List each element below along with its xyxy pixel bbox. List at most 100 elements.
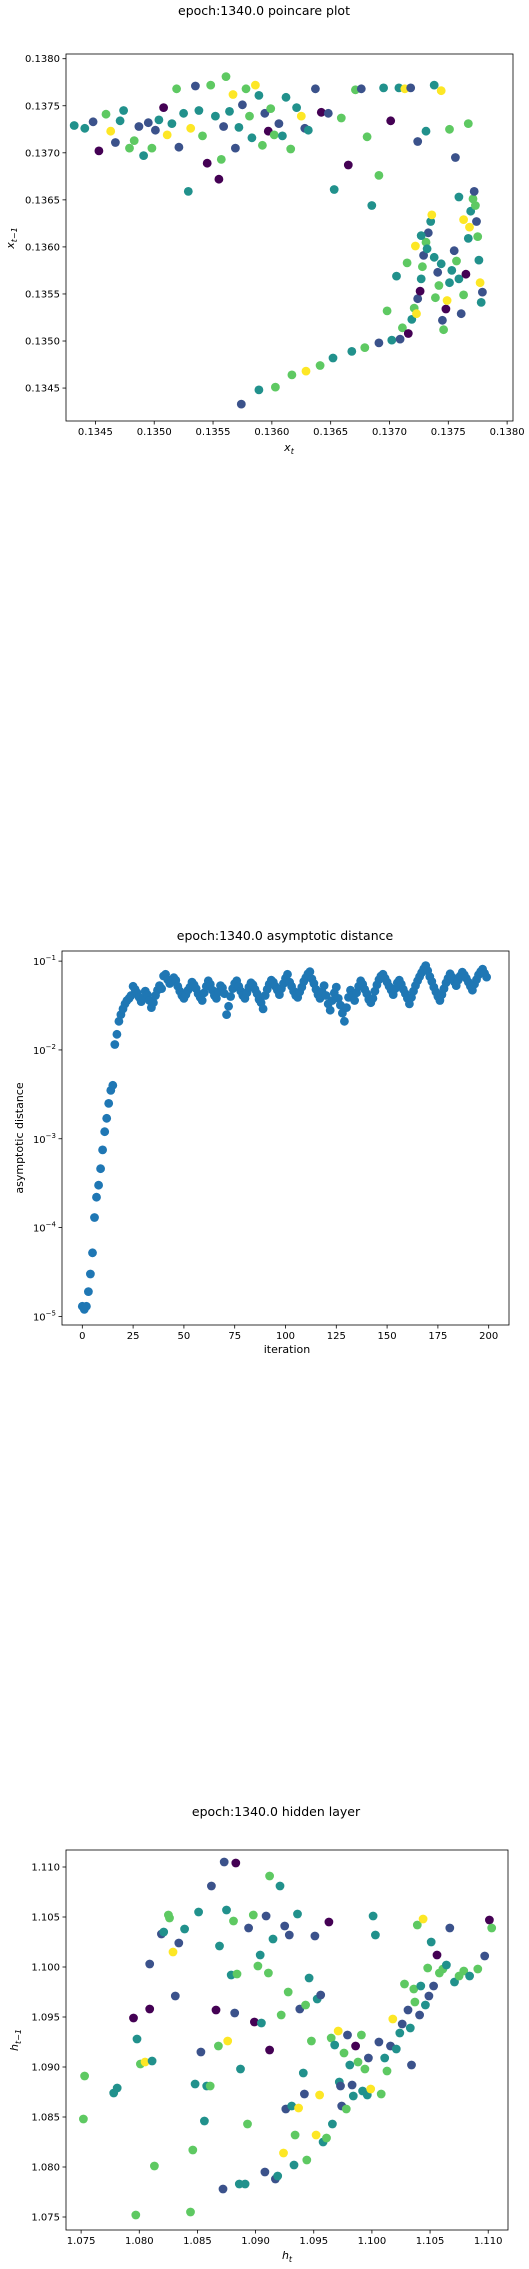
- data-point: [419, 251, 428, 260]
- data-point: [345, 2060, 355, 2070]
- data-point: [167, 119, 177, 128]
- data-point: [305, 967, 315, 977]
- x-tick-label: 25: [127, 1331, 140, 1342]
- poincare-plot-panel: epoch:1340.0 poincare plot 0.1345 0.1350 0…: [4, 3, 525, 456]
- data-point: [301, 2000, 310, 2010]
- data-point: [283, 1987, 293, 1997]
- y-axis-ticks: 10−5 10−4 10−3 10−2 10−1: [33, 954, 62, 1323]
- data-point: [360, 2064, 370, 2074]
- data-point: [324, 1917, 334, 1927]
- data-point: [451, 153, 460, 162]
- data-point: [330, 2040, 340, 2050]
- data-point: [104, 1099, 114, 1108]
- data-point: [347, 2080, 357, 2090]
- y-tick-label: 1.095: [31, 2013, 60, 2024]
- data-point: [398, 323, 407, 333]
- data-point: [303, 125, 313, 135]
- data-point: [257, 2018, 266, 2028]
- data-point: [388, 2014, 398, 2024]
- data-point: [110, 1040, 120, 1049]
- data-point: [82, 1301, 91, 1311]
- data-point: [147, 143, 157, 153]
- data-point: [211, 2005, 221, 2015]
- data-point: [281, 92, 291, 102]
- x-tick-label: 0.1375: [431, 427, 466, 438]
- data-point: [328, 2119, 337, 2129]
- data-point: [350, 996, 359, 1005]
- data-point: [376, 2089, 386, 2099]
- data-point: [247, 133, 257, 143]
- data-point: [129, 136, 139, 146]
- data-point: [228, 90, 238, 99]
- data-point: [292, 103, 301, 112]
- data-point: [215, 1941, 224, 1951]
- data-point: [474, 255, 484, 265]
- x-axis-ticks: 0.1345 0.1350 0.1355 0.1360 0.1365 0.1370 0.13…: [78, 421, 525, 438]
- hidden-layer-points: [79, 1857, 497, 2220]
- data-point: [294, 2103, 303, 2113]
- data-point: [421, 2000, 430, 2010]
- data-point: [111, 138, 120, 147]
- data-point: [84, 1287, 93, 1296]
- data-point: [487, 1923, 497, 1933]
- data-point: [218, 2184, 228, 2194]
- y-tick-label: 1.080: [31, 2163, 60, 2174]
- data-point: [216, 155, 226, 164]
- data-point: [205, 2081, 215, 2091]
- data-point: [436, 86, 446, 96]
- data-point: [445, 1923, 455, 1933]
- data-point: [391, 2044, 401, 2054]
- y-tick-label: 0.1345: [25, 384, 60, 395]
- x-tick-label: 1.100: [358, 2236, 387, 2247]
- data-point: [198, 131, 207, 141]
- data-point: [79, 2114, 88, 2124]
- data-point: [183, 187, 193, 196]
- data-point: [269, 130, 279, 140]
- data-point: [374, 171, 384, 180]
- data-point: [287, 370, 297, 380]
- data-point: [174, 1938, 184, 1948]
- data-point: [323, 108, 333, 118]
- data-point: [236, 399, 246, 409]
- data-point: [336, 2081, 345, 2091]
- data-point: [322, 2133, 331, 2143]
- data-point: [236, 2064, 245, 2074]
- data-point: [302, 2155, 312, 2165]
- data-point: [395, 2028, 405, 2038]
- y-axis-ticks: 1.075 1.080 1.085 1.090 1.095 1.100 1.105 1.110: [31, 1863, 66, 2224]
- data-point: [362, 132, 372, 142]
- data-point: [472, 217, 481, 226]
- data-point: [102, 1113, 112, 1123]
- data-point: [131, 2210, 141, 2220]
- data-point: [360, 343, 370, 352]
- data-point: [442, 1960, 451, 1970]
- data-point: [298, 2068, 308, 2078]
- data-point: [245, 111, 254, 121]
- data-point: [395, 334, 405, 344]
- data-point: [157, 984, 167, 993]
- data-point: [336, 113, 346, 123]
- data-point: [407, 2060, 416, 2070]
- x-axis-label: ht: [282, 2249, 293, 2264]
- x-tick-label: 1.075: [67, 2236, 96, 2247]
- data-point: [219, 1857, 229, 1867]
- data-point: [231, 1858, 241, 1868]
- data-point: [80, 123, 90, 133]
- data-point: [418, 262, 427, 272]
- data-point: [275, 1881, 285, 1891]
- data-point: [433, 267, 443, 277]
- y-axis-label: asymptotic distance: [13, 1082, 26, 1193]
- y-tick-label: 1.100: [31, 1963, 60, 1974]
- data-point: [387, 335, 397, 345]
- data-point: [186, 2207, 195, 2217]
- data-point: [286, 144, 296, 154]
- x-tick-label: 0.1380: [490, 427, 525, 438]
- data-point: [232, 1969, 242, 1979]
- data-point: [445, 278, 454, 288]
- y-tick-label: 1.090: [31, 2063, 60, 2074]
- data-point: [293, 1909, 302, 1919]
- data-point: [96, 1164, 105, 1174]
- data-point: [206, 80, 216, 90]
- data-point: [413, 294, 423, 304]
- y-tick-label: 10−4: [33, 1221, 57, 1235]
